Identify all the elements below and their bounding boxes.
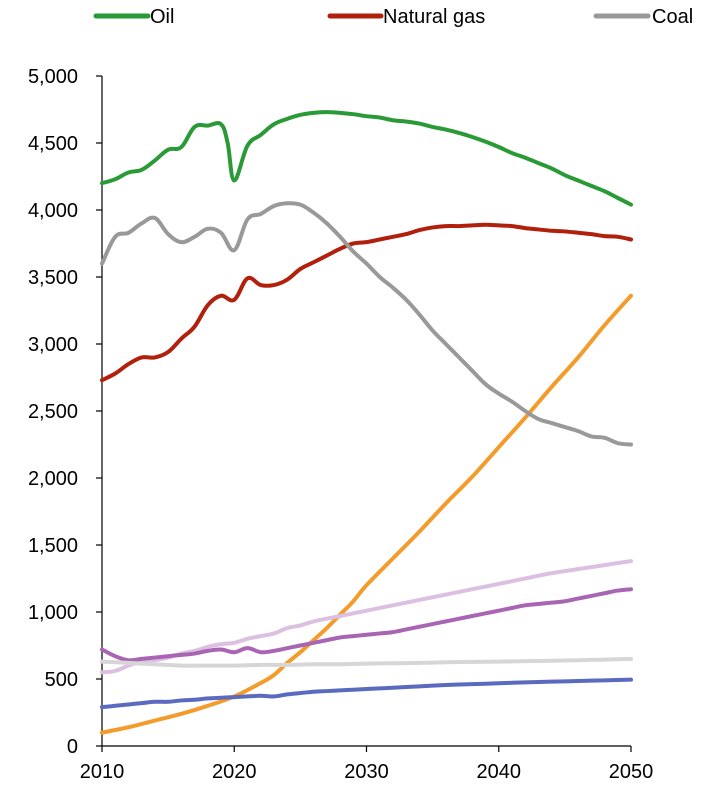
y-tick-label: 3,000	[28, 334, 78, 356]
y-tick-label: 3,500	[28, 267, 78, 289]
legend: Oil Natural gas Coal	[93, 6, 693, 28]
series-line-7	[100, 656, 633, 668]
x-tick-label: 2040	[477, 761, 522, 783]
series-line-natural-gas	[100, 222, 633, 383]
series-line-6	[100, 587, 633, 663]
y-tick-label: 1,500	[28, 535, 78, 557]
y-tick-label: 2,500	[28, 401, 78, 423]
series-line-oil	[100, 110, 633, 207]
y-tick-label: 0	[67, 736, 78, 758]
y-tick-label: 5,000	[28, 66, 78, 88]
series-line-coal	[100, 201, 633, 447]
series-lines	[100, 110, 633, 735]
legend-label-coal: Coal	[652, 6, 693, 28]
chart-axes	[101, 76, 631, 747]
x-tick-label: 2030	[344, 761, 389, 783]
legend-label-natural-gas: Natural gas	[383, 6, 485, 28]
y-tick-label: 2,000	[28, 468, 78, 490]
legend-label-oil: Oil	[150, 6, 174, 28]
x-tick-label: 2010	[80, 761, 125, 783]
y-tick-label: 1,000	[28, 602, 78, 624]
x-axis-ticks: 2010 2020 2030 2040 2050	[80, 746, 654, 783]
x-tick-label: 2050	[609, 761, 654, 783]
y-tick-label: 4,000	[28, 200, 78, 222]
y-axis-ticks: 0 500 1,000 1,500 2,000 2,500 3,000 3,500 4,000 4…	[28, 66, 102, 758]
series-line-8	[100, 677, 633, 710]
y-tick-label: 4,500	[28, 133, 78, 155]
x-tick-label: 2020	[212, 761, 257, 783]
y-tick-label: 500	[45, 669, 78, 691]
